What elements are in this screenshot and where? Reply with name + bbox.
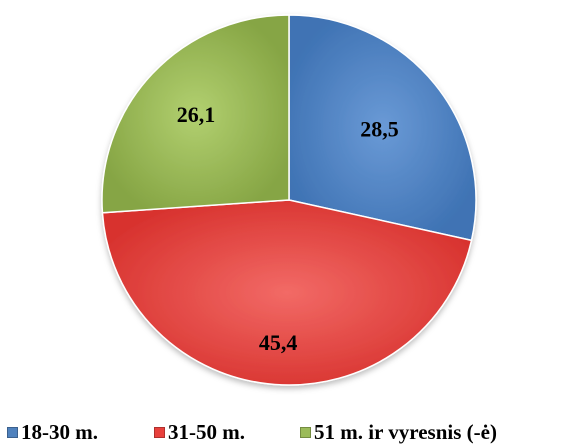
legend: 18-30 m. 31-50 m. 51 m. ir vyresnis (-ė) bbox=[0, 420, 563, 448]
value-label-31-50: 45,4 bbox=[259, 330, 298, 355]
value-label-18-30: 28,5 bbox=[360, 116, 399, 141]
legend-item-18-30: 18-30 m. bbox=[7, 420, 98, 445]
legend-label-18-30: 18-30 m. bbox=[21, 420, 98, 444]
legend-swatch-51-plus bbox=[300, 427, 311, 438]
value-label-51-plus: 26,1 bbox=[177, 102, 216, 127]
slice-31-50 bbox=[101, 199, 473, 386]
slice-51-plus bbox=[101, 14, 290, 214]
slice-18-30 bbox=[288, 14, 477, 242]
pie-chart: 28,5 45,4 26,1 bbox=[101, 14, 477, 386]
legend-label-51-plus: 51 m. ir vyresnis (-ė) bbox=[314, 420, 497, 444]
legend-label-31-50: 31-50 m. bbox=[168, 420, 245, 444]
legend-item-31-50: 31-50 m. bbox=[154, 420, 245, 445]
legend-swatch-18-30 bbox=[7, 427, 18, 438]
legend-item-51-plus: 51 m. ir vyresnis (-ė) bbox=[300, 420, 497, 445]
legend-swatch-31-50 bbox=[154, 427, 165, 438]
